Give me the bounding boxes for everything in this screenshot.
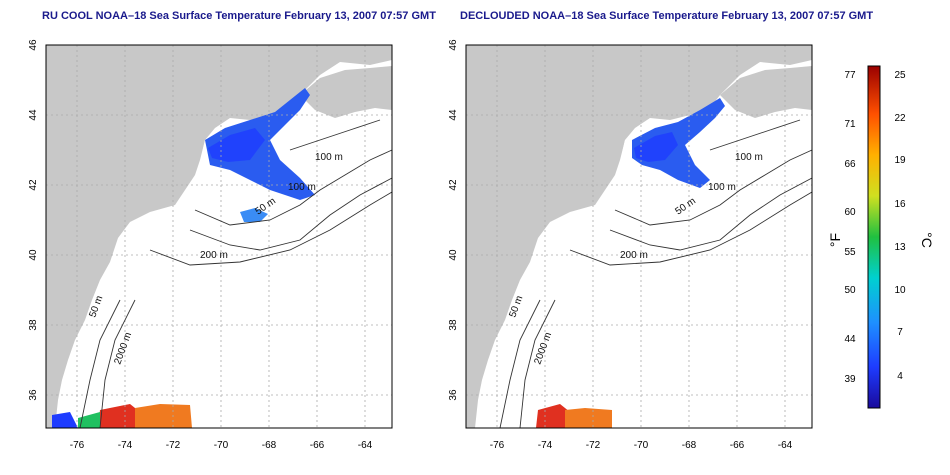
left-land-maritimes [300,66,392,118]
left-contours [79,119,393,429]
right-contour-label-2: 100 m [708,182,736,193]
f-tick: 77 [844,70,856,81]
right-contour-label-4: 200 m [620,250,648,261]
f-tick: 71 [844,119,856,130]
left-x-tick: -76 [70,440,85,451]
left-y-tick: 36 [28,389,39,401]
colorbar-c-ticks: 25 22 19 16 13 10 7 4 [894,70,906,382]
right-x-tick: -64 [778,440,793,451]
right-contours [499,119,813,429]
right-panel-title: DECLOUDED NOAA–18 Sea Surface Temperatur… [460,10,874,22]
left-sst-gulf-maine-core [208,128,265,162]
left-land [46,45,392,428]
left-contour-label-1: 100 m [315,152,343,163]
right-land [466,45,812,428]
c-tick: 4 [897,371,903,382]
f-tick: 55 [844,247,856,258]
left-sst-southern-orange [135,404,192,428]
right-sst-southern-warm [536,404,570,428]
right-x-tick: -74 [538,440,553,451]
left-y-axis: 46 44 42 40 38 36 [28,39,39,401]
left-y-tick: 40 [28,249,39,261]
c-tick: 7 [897,327,903,338]
right-x-tick: -68 [682,440,697,451]
f-tick: 39 [844,374,856,385]
left-x-tick: -74 [118,440,133,451]
right-y-tick: 40 [448,249,459,261]
f-tick: 60 [844,207,856,218]
left-sst-southern-mixed [78,412,100,428]
right-y-axis: 46 44 42 40 38 36 [448,39,459,401]
f-tick: 50 [844,285,856,296]
f-tick: 66 [844,159,856,170]
right-y-tick: 36 [448,389,459,401]
left-contour-label-4: 200 m [200,250,228,261]
right-frame [465,44,813,429]
right-land-maritimes [720,66,812,118]
right-x-tick: -66 [730,440,745,451]
c-tick: 13 [894,242,906,253]
left-sst-georges [240,208,268,222]
colorbar-gradient [867,65,881,409]
colorbar-f-ticks: 77 71 66 60 55 50 44 39 [844,70,856,385]
left-y-tick: 38 [28,319,39,331]
left-x-axis: -76 -74 -72 -70 -68 -66 -64 [70,440,373,451]
f-tick: 44 [844,334,856,345]
left-x-tick: -72 [166,440,181,451]
right-sst-southern-orange [565,408,612,428]
right-y-tick: 38 [448,319,459,331]
left-x-tick: -68 [262,440,277,451]
celsius-label: °C [919,232,935,248]
c-tick: 22 [894,113,906,124]
right-contour-label-1: 100 m [735,152,763,163]
right-sst-gulf-maine [632,98,725,188]
c-tick: 25 [894,70,906,81]
left-panel-title: RU COOL NOAA–18 Sea Surface Temperature … [42,10,436,22]
fahrenheit-label: °F [827,233,843,247]
left-frame [45,44,393,429]
left-x-tick: -70 [214,440,229,451]
right-x-axis: -76 -74 -72 -70 -68 -66 -64 [490,440,793,451]
c-tick: 10 [894,285,906,296]
left-y-tick: 44 [28,109,39,121]
right-x-tick: -76 [490,440,505,451]
right-x-tick: -72 [586,440,601,451]
c-tick: 16 [894,199,906,210]
left-contour-label-2: 100 m [288,182,316,193]
right-y-tick: 46 [448,39,459,51]
left-sst-southern-warm [98,404,140,428]
right-y-tick: 42 [448,179,459,191]
right-sst-gulf-maine-core [634,132,678,162]
left-sst-southern-blue [52,412,78,428]
right-x-tick: -70 [634,440,649,451]
left-x-tick: -66 [310,440,325,451]
right-y-tick: 44 [448,109,459,121]
c-tick: 19 [894,155,906,166]
left-y-tick: 42 [28,179,39,191]
left-y-tick: 46 [28,39,39,51]
left-x-tick: -64 [358,440,373,451]
